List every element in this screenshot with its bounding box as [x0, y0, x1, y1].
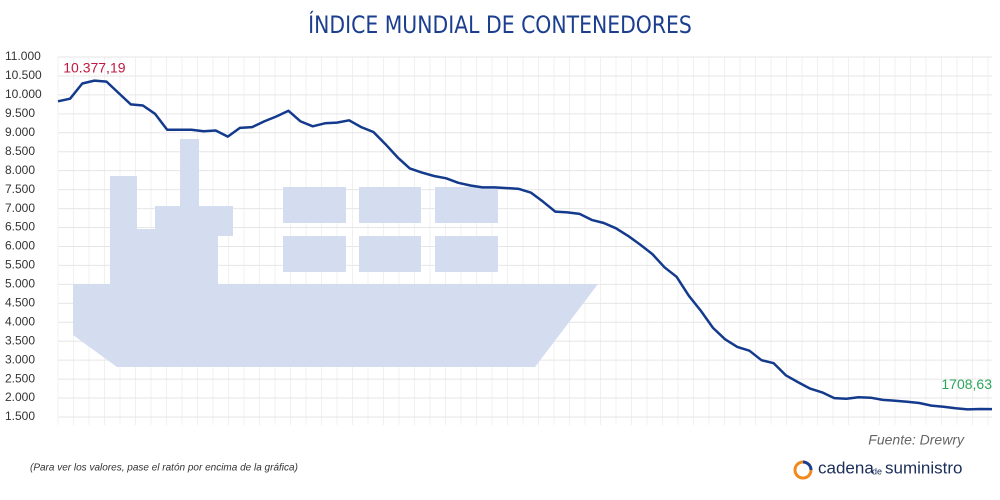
container: [359, 187, 421, 223]
logo-text: cadena: [818, 458, 874, 477]
logo-icon: [793, 460, 813, 480]
y-tick-label: 8.500: [5, 144, 35, 158]
y-tick-label: 6.000: [5, 239, 35, 253]
y-tick-label: 1.500: [5, 409, 35, 423]
y-tick-label: 9.500: [5, 106, 35, 120]
y-tick-label: 3.500: [5, 333, 35, 347]
y-tick-label: 11.000: [5, 49, 41, 63]
container: [283, 236, 346, 272]
y-tick-label: 8.000: [5, 163, 35, 177]
ship-bridge: [110, 139, 233, 284]
container: [435, 187, 498, 223]
y-tick-label: 10.500: [5, 68, 42, 82]
source: Fuente: Drewry: [868, 432, 965, 448]
note: (Para ver los valores, pase el ratón por…: [30, 463, 298, 474]
y-tick-label: 9.000: [5, 125, 35, 139]
y-tick-label: 10.000: [5, 87, 42, 101]
y-tick-label: 3.000: [5, 352, 35, 366]
y-tick-label: 4.000: [5, 314, 35, 328]
y-tick-label: 2.000: [5, 390, 35, 404]
y-tick-label: 7.000: [5, 201, 35, 215]
y-tick-label: 2.500: [5, 371, 35, 385]
value-label: 1708,63: [941, 376, 992, 392]
ship-hull: [73, 284, 598, 367]
container: [359, 236, 421, 272]
value-label: 10.377,19: [63, 59, 125, 75]
y-tick-label: 6.500: [5, 220, 35, 234]
logo-icon: [802, 460, 813, 471]
ship-illustration: [73, 139, 598, 367]
y-tick-label: 7.500: [5, 182, 35, 196]
y-tick-label: 5.000: [5, 277, 35, 291]
logo: cadena de suministro: [793, 458, 962, 480]
logo-text: suministro: [885, 458, 962, 477]
container: [283, 187, 346, 223]
chart-title: ÍNDICE MUNDIAL DE CONTENEDORES: [308, 9, 692, 39]
y-tick-label: 4.500: [5, 295, 35, 309]
container: [435, 236, 498, 272]
y-tick-label: 5.500: [5, 258, 35, 272]
logo-text: de: [872, 466, 882, 476]
line: [57, 79, 993, 411]
